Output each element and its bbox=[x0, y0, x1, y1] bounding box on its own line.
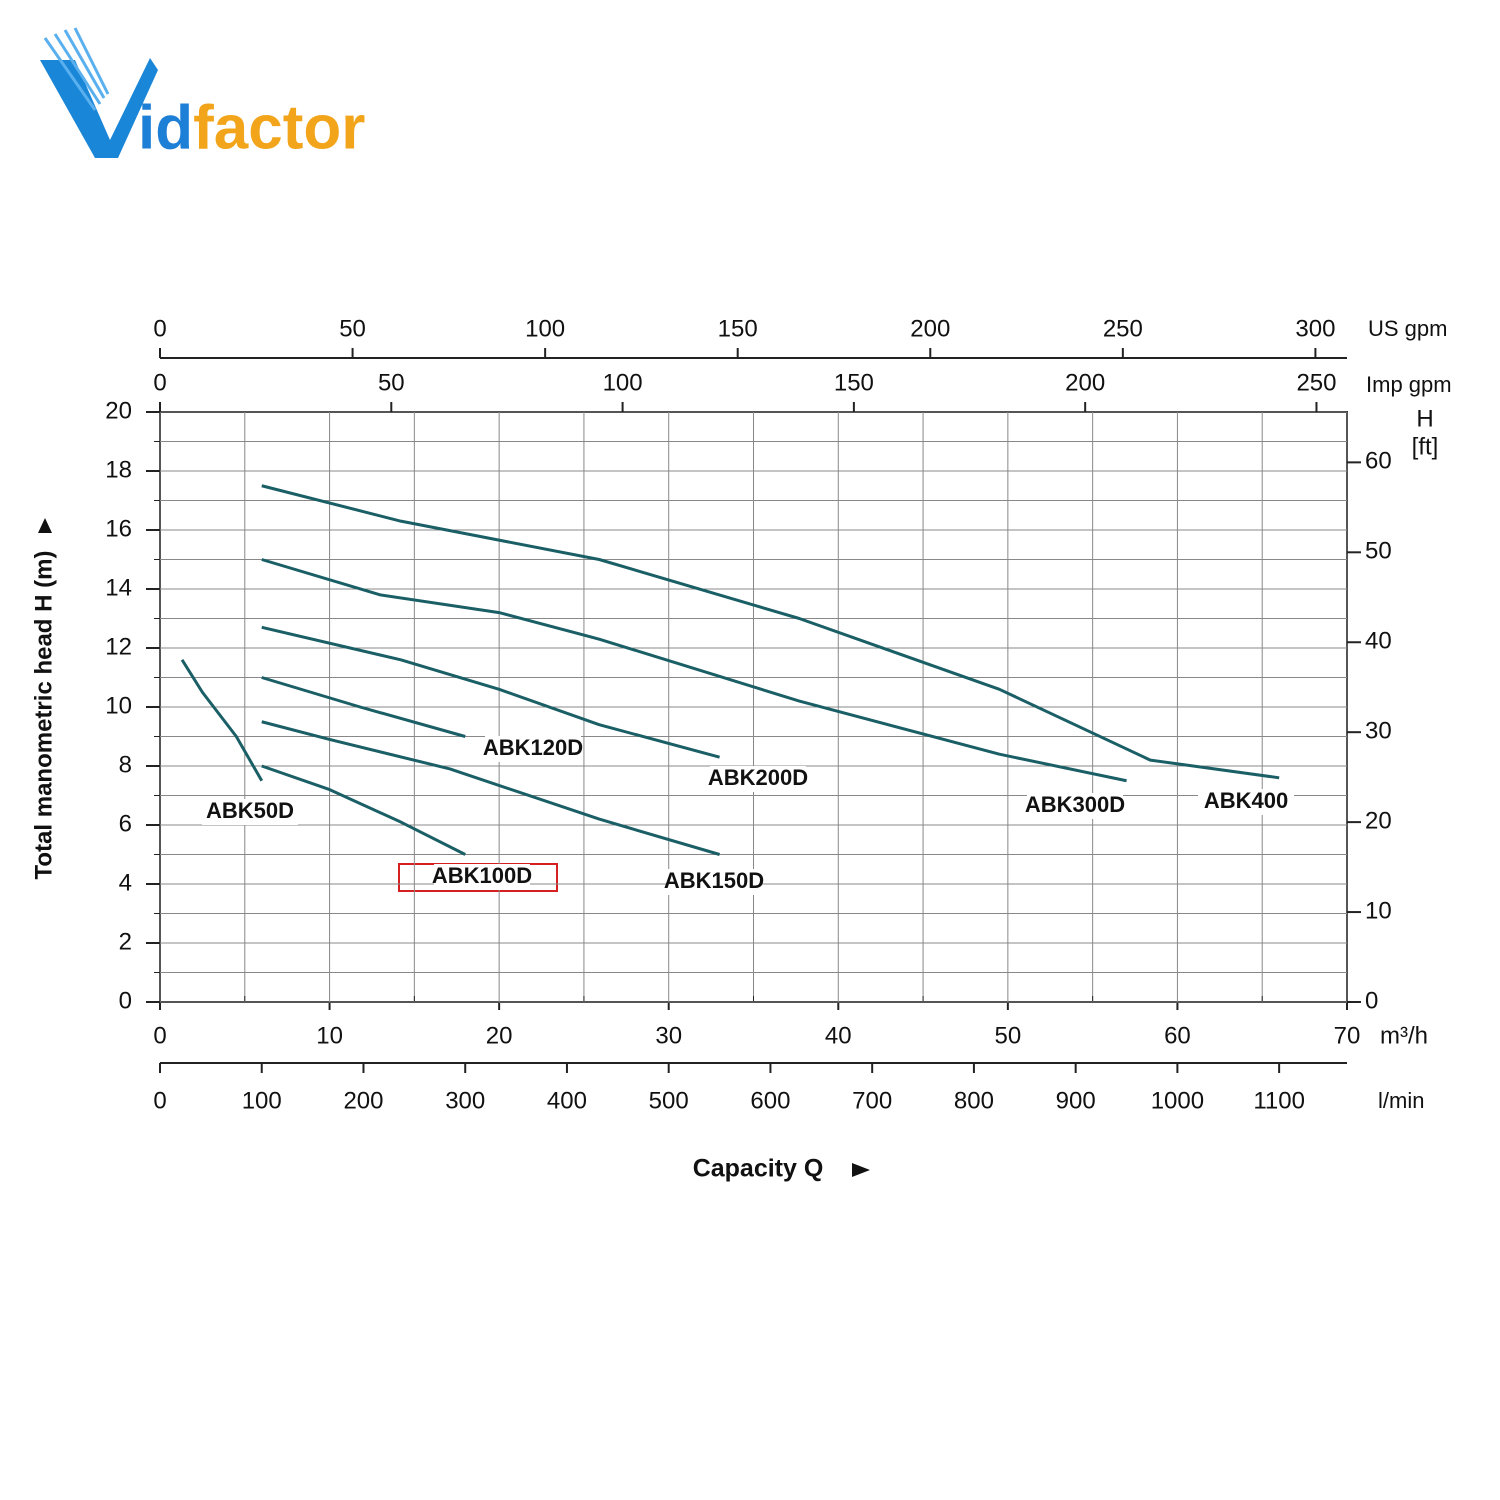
extra-tick-label: 150 bbox=[834, 369, 874, 396]
y2-tick-label: 60 bbox=[1365, 448, 1392, 475]
extra-tick-label: 300 bbox=[445, 1087, 485, 1114]
logo-feathers bbox=[43, 27, 110, 111]
extra-axis-unit: l/min bbox=[1378, 1088, 1424, 1113]
x-tick-label: 20 bbox=[486, 1022, 513, 1049]
y-tick-label: 12 bbox=[105, 633, 132, 660]
extra-tick-label: 600 bbox=[750, 1087, 790, 1114]
extra-tick-label: 250 bbox=[1296, 369, 1336, 396]
y-tick-label: 18 bbox=[105, 456, 132, 483]
x-arrow bbox=[852, 1163, 870, 1177]
x-tick-label: 60 bbox=[1164, 1022, 1191, 1049]
y-axis-title: Total manometric head H (m) bbox=[30, 551, 57, 880]
y-tick-label: 16 bbox=[105, 515, 132, 542]
y2-tick-label: 50 bbox=[1365, 538, 1392, 565]
y2-tick-label: 0 bbox=[1365, 987, 1378, 1014]
y2-title: [ft] bbox=[1412, 433, 1439, 460]
y-tick-label: 20 bbox=[105, 397, 132, 424]
y-tick-label: 4 bbox=[119, 869, 132, 896]
label-bg bbox=[710, 766, 806, 792]
label-bg bbox=[434, 864, 530, 890]
label-bg bbox=[1027, 793, 1123, 819]
y-tick-label: 2 bbox=[119, 928, 132, 955]
extra-tick-label: 100 bbox=[603, 369, 643, 396]
y2-title: H bbox=[1416, 405, 1433, 432]
y-tick-label: 6 bbox=[119, 810, 132, 837]
extra-tick-label: 700 bbox=[852, 1087, 892, 1114]
extra-tick-label: 50 bbox=[378, 369, 405, 396]
extra-tick-label: 200 bbox=[1065, 369, 1105, 396]
extra-tick-label: 900 bbox=[1056, 1087, 1096, 1114]
y-tick-label: 0 bbox=[119, 987, 132, 1014]
x-axis-title: Capacity Q bbox=[693, 1155, 824, 1183]
curve bbox=[261, 720, 721, 856]
x-tick-label: 50 bbox=[995, 1022, 1022, 1049]
label-bg bbox=[666, 869, 762, 895]
extra-tick-label: 200 bbox=[343, 1087, 383, 1114]
extra-tick-label: 50 bbox=[339, 315, 366, 342]
x-tick-label: 70 bbox=[1334, 1022, 1361, 1049]
extra-axis-unit: US gpm bbox=[1368, 316, 1447, 341]
x-tick-label: 40 bbox=[825, 1022, 852, 1049]
label-bg bbox=[202, 799, 298, 825]
extra-tick-label: 0 bbox=[153, 369, 166, 396]
extra-tick-label: 400 bbox=[547, 1087, 587, 1114]
logo-text: idfactor bbox=[138, 93, 365, 162]
extra-tick-label: 100 bbox=[525, 315, 565, 342]
curve-label: ABK150D bbox=[664, 868, 764, 893]
curve-label: ABK50D bbox=[206, 798, 294, 823]
curve-label: ABK200D bbox=[708, 765, 808, 790]
curve bbox=[180, 659, 264, 782]
label-bg bbox=[485, 736, 581, 762]
extra-tick-label: 0 bbox=[153, 1087, 166, 1114]
y-tick-label: 10 bbox=[105, 692, 132, 719]
y2-tick-label: 10 bbox=[1365, 897, 1392, 924]
curve bbox=[261, 484, 1280, 780]
x-tick-label: 10 bbox=[316, 1022, 343, 1049]
extra-tick-label: 250 bbox=[1103, 315, 1143, 342]
extra-axis-unit: Imp gpm bbox=[1366, 372, 1452, 397]
extra-tick-label: 300 bbox=[1295, 315, 1335, 342]
curve bbox=[261, 676, 466, 738]
logo-mark bbox=[40, 58, 158, 158]
curve-label: ABK300D bbox=[1025, 792, 1125, 817]
extra-tick-label: 100 bbox=[242, 1087, 282, 1114]
curve bbox=[261, 625, 720, 759]
curve-label: ABK100D bbox=[432, 863, 532, 888]
x-tick-label: 30 bbox=[655, 1022, 682, 1049]
y-arrow bbox=[38, 518, 52, 533]
curve-label: ABK120D bbox=[483, 735, 583, 760]
x-unit: m³/h bbox=[1380, 1022, 1428, 1049]
y2-tick-label: 40 bbox=[1365, 628, 1392, 655]
y-tick-label: 8 bbox=[119, 751, 132, 778]
extra-tick-label: 500 bbox=[649, 1087, 689, 1114]
curve-label: ABK400 bbox=[1204, 788, 1288, 813]
extra-tick-label: 1000 bbox=[1151, 1087, 1204, 1114]
extra-tick-label: 150 bbox=[718, 315, 758, 342]
extra-tick-label: 200 bbox=[910, 315, 950, 342]
curve bbox=[261, 764, 466, 856]
extra-tick-label: 1100 bbox=[1253, 1087, 1305, 1114]
curve bbox=[261, 558, 1127, 783]
label-bg bbox=[1198, 789, 1294, 815]
y2-tick-label: 30 bbox=[1365, 718, 1392, 745]
y-tick-label: 14 bbox=[105, 574, 132, 601]
y2-tick-label: 20 bbox=[1365, 807, 1392, 834]
logo: idfactor bbox=[40, 27, 365, 162]
extra-tick-label: 800 bbox=[954, 1087, 994, 1114]
x-tick-label: 0 bbox=[153, 1022, 166, 1049]
extra-tick-label: 0 bbox=[153, 315, 166, 342]
